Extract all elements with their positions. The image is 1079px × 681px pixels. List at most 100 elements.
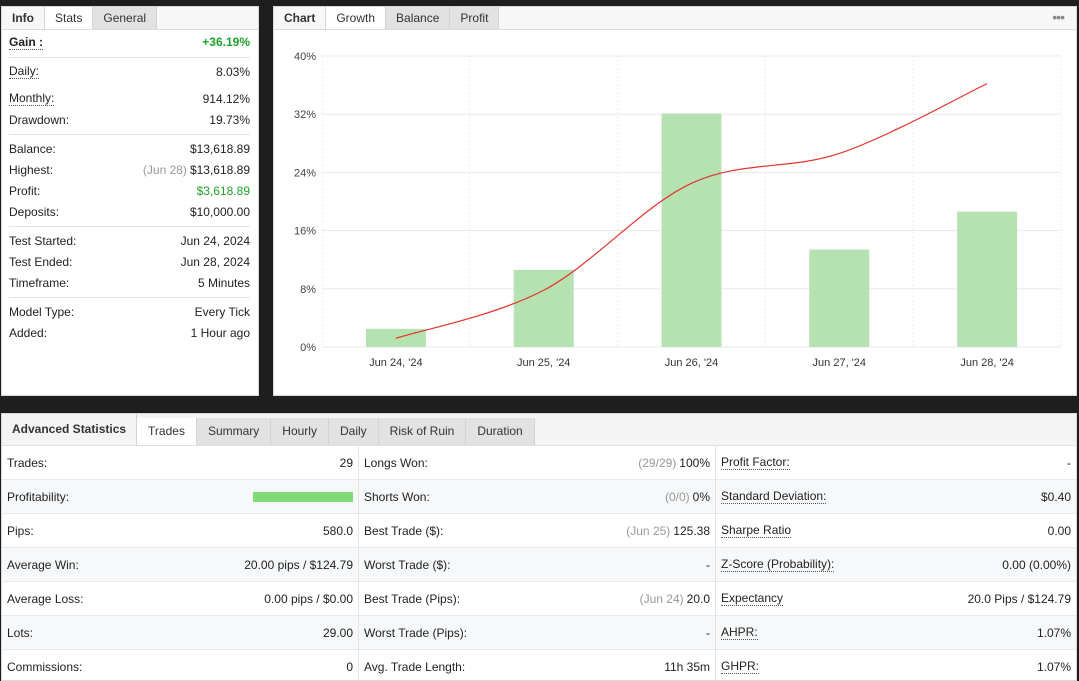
x-tick-label: Jun 25, '24 <box>517 357 570 369</box>
stat-value-wrap: 0 <box>346 660 353 674</box>
stat-label: Worst Trade (Pips): <box>364 625 468 640</box>
daily-label[interactable]: Daily: <box>9 64 40 79</box>
stat-row-worst-trade-pips: Worst Trade (Pips): - <box>359 616 715 650</box>
y-tick-label: 0% <box>300 342 316 354</box>
tab-info[interactable]: Info <box>2 7 45 29</box>
stat-label: Trades: <box>7 455 48 470</box>
stat-row-profitability: Profitability: <box>2 480 358 514</box>
stats-column-1: Trades: 29 Profitability: Pips: 580.0 Average… <box>2 446 359 680</box>
growth-chart: 0% 8% 16% 24% 32% 40% Jun 24, '24 Jun 25, '24 Ju… <box>294 51 1062 369</box>
stat-value-wrap: - <box>706 626 710 640</box>
stats-grid: Trades: 29 Profitability: Pips: 580.0 Average… <box>2 445 1076 680</box>
stat-label[interactable]: Sharpe Ratio <box>721 523 792 538</box>
stat-row-avg-trade-length: Avg. Trade Length: 11h 35m <box>359 650 715 680</box>
stat-label: Best Trade (Pips): <box>364 591 461 606</box>
stat-value: 0.00 pips / $0.00 <box>264 591 353 606</box>
stat-row-best-trade-pips: Best Trade (Pips): (Jun 24) 20.0 <box>359 582 715 616</box>
x-tick-label: Jun 26, '24 <box>665 357 718 369</box>
stat-value-wrap: - <box>1067 456 1071 470</box>
stat-label[interactable]: Expectancy <box>721 591 784 606</box>
tab-duration[interactable]: Duration <box>466 418 535 445</box>
advanced-statistics-title: Advanced Statistics <box>2 414 138 445</box>
stat-value-wrap: (Jun 24) 20.0 <box>640 592 710 606</box>
stat-value-wrap: (0/0) 0% <box>665 490 710 504</box>
tab-stats[interactable]: Stats <box>45 7 94 29</box>
info-tabbar: Info Stats General <box>2 7 258 30</box>
y-tick-label: 8% <box>300 284 316 296</box>
stat-value-wrap: 0.00 <box>1048 524 1071 538</box>
divider <box>9 134 250 135</box>
stat-label: Commissions: <box>7 659 83 674</box>
more-horizontal-icon[interactable]: ••• <box>1052 9 1065 25</box>
tab-risk-of-ruin[interactable]: Risk of Ruin <box>378 418 467 445</box>
stat-value-wrap: (29/29) 100% <box>638 456 710 470</box>
stat-value: 20.0 <box>686 591 710 606</box>
stat-row-standard-deviation: Standard Deviation: $0.40 <box>716 480 1076 514</box>
growth-bar <box>513 269 574 347</box>
stat-label: Average Win: <box>7 557 79 572</box>
stat-label: Longs Won: <box>364 455 428 470</box>
tab-general[interactable]: General <box>93 7 158 29</box>
stat-row-profit-factor: Profit Factor: - <box>716 446 1076 480</box>
stat-label: Lots: <box>7 625 34 640</box>
daily-value: 8.03% <box>215 64 250 79</box>
growth-bar <box>957 211 1018 347</box>
highest-row: Highest: (Jun 28) $13,618.89 <box>9 159 250 180</box>
stat-row-ghpr: GHPR: 1.07% <box>716 650 1076 680</box>
stat-value: - <box>1067 455 1071 470</box>
stat-label[interactable]: Profit Factor: <box>721 455 790 470</box>
tab-hourly[interactable]: Hourly <box>271 418 329 445</box>
stat-value-wrap: 1.07% <box>1037 626 1071 640</box>
stat-label[interactable]: Standard Deviation: <box>721 489 827 504</box>
stat-label[interactable]: GHPR: <box>721 659 760 674</box>
stat-value: 20.00 pips / $124.79 <box>244 557 353 572</box>
stat-label[interactable]: AHPR: <box>721 625 758 640</box>
daily-row: Daily: 8.03% <box>9 61 250 82</box>
y-tick-label: 40% <box>294 51 316 63</box>
deposits-label: Deposits: <box>9 204 60 219</box>
tab-balance[interactable]: Balance <box>386 7 451 29</box>
stat-row-trades: Trades: 29 <box>2 446 358 480</box>
chart-panel: Chart Growth Balance Profit ••• 0% 8% 16% 2… <box>273 6 1077 396</box>
stat-note: (Jun 24) <box>639 591 684 606</box>
stat-note: (Jun 25) <box>626 523 671 538</box>
stat-row-commissions: Commissions: 0 <box>2 650 358 680</box>
divider <box>9 226 250 227</box>
gain-label[interactable]: Gain : <box>9 34 44 50</box>
stat-label: Avg. Trade Length: <box>364 659 466 674</box>
tab-profit[interactable]: Profit <box>450 7 500 29</box>
test-started-value: Jun 24, 2024 <box>180 233 250 248</box>
stat-value: $0.40 <box>1040 489 1071 504</box>
y-tick-label: 32% <box>294 109 316 121</box>
divider <box>9 57 250 58</box>
stats-column-2: Longs Won: (29/29) 100% Shorts Won: (0/0) 0% B… <box>359 446 716 680</box>
monthly-label[interactable]: Monthly: <box>9 91 55 106</box>
stat-value-wrap: 20.0 Pips / $124.79 <box>968 592 1071 606</box>
stat-value: 0% <box>692 489 710 504</box>
tab-chart[interactable]: Chart <box>274 7 327 29</box>
tab-growth[interactable]: Growth <box>326 7 387 29</box>
stat-value: 1.07% <box>1036 625 1071 640</box>
stat-label[interactable]: Z-Score (Probability): <box>721 557 835 572</box>
profit-row: Profit: $3,618.89 <box>9 180 250 201</box>
y-tick-label: 16% <box>294 226 316 238</box>
timeframe-label: Timeframe: <box>9 275 70 290</box>
profitability-bar <box>253 491 353 502</box>
growth-bar <box>809 249 870 347</box>
stat-row-average-loss: Average Loss: 0.00 pips / $0.00 <box>2 582 358 616</box>
stat-value-wrap: 20.00 pips / $124.79 <box>244 558 353 572</box>
stat-row-expectancy: Expectancy 20.0 Pips / $124.79 <box>716 582 1076 616</box>
tab-daily[interactable]: Daily <box>328 418 379 445</box>
highest-date: (Jun 28) <box>142 162 187 177</box>
stat-value-wrap: (Jun 25) 125.38 <box>626 524 710 538</box>
tab-summary[interactable]: Summary <box>196 418 272 445</box>
drawdown-row: Drawdown: 19.73% <box>9 109 250 130</box>
stat-label: Profitability: <box>7 489 70 504</box>
stat-value-wrap: 1.07% <box>1037 660 1071 674</box>
timeframe-value: 5 Minutes <box>197 275 250 290</box>
stat-value: 100% <box>679 455 710 470</box>
tab-trades[interactable]: Trades <box>137 418 197 445</box>
highest-label: Highest: <box>9 162 54 177</box>
drawdown-value: 19.73% <box>209 112 250 127</box>
added-label: Added: <box>9 325 48 340</box>
